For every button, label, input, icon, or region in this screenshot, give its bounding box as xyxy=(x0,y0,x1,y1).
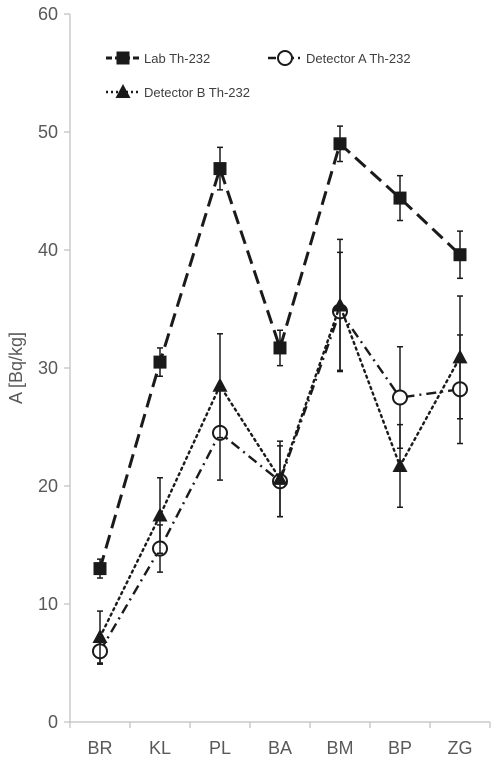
x-tick-label: BM xyxy=(327,738,354,758)
data-point xyxy=(212,377,228,392)
data-point xyxy=(332,297,348,312)
y-tick-label: 40 xyxy=(38,240,58,260)
legend-marker xyxy=(277,50,293,66)
legend-marker xyxy=(115,84,131,98)
data-point xyxy=(272,470,288,485)
y-tick-label: 0 xyxy=(48,712,58,732)
series-layer xyxy=(92,125,468,665)
data-point xyxy=(152,507,168,522)
x-tick-label: BP xyxy=(388,738,412,758)
x-tick-label: BA xyxy=(268,738,292,758)
legend-item-3: Detector B Th-232 xyxy=(106,84,250,100)
y-axis-title: A [Bq/kg] xyxy=(6,332,26,404)
x-tick-label: KL xyxy=(149,738,171,758)
data-point xyxy=(153,355,167,369)
legend: Lab Th-232 Detector A Th-232 Detector B Th… xyxy=(106,50,411,100)
y-tick-label: 60 xyxy=(38,4,58,24)
x-tick-label: ZG xyxy=(448,738,473,758)
data-point xyxy=(392,457,408,472)
data-point xyxy=(392,389,408,406)
series-1 xyxy=(93,125,467,579)
legend-marker xyxy=(116,51,130,65)
series-3 xyxy=(92,238,468,664)
legend-label: Lab Th-232 xyxy=(144,51,210,66)
y-tick-label: 10 xyxy=(38,594,58,614)
legend-item-2: Detector A Th-232 xyxy=(268,50,411,66)
y-tick-label: 20 xyxy=(38,476,58,496)
data-point xyxy=(393,191,407,205)
x-tick-label: PL xyxy=(209,738,231,758)
y-tick-label: 50 xyxy=(38,122,58,142)
data-point xyxy=(93,562,107,576)
legend-label: Detector B Th-232 xyxy=(144,85,250,100)
data-point xyxy=(273,341,287,355)
x-tick-label: BR xyxy=(87,738,112,758)
axes: 0 10 20 30 40 50 60 BR KL PL BA BM BP ZG xyxy=(38,4,491,758)
data-point xyxy=(213,162,227,176)
data-point xyxy=(92,629,108,644)
legend-item-1: Lab Th-232 xyxy=(106,51,210,66)
y-tick-label: 30 xyxy=(38,358,58,378)
data-point xyxy=(333,137,347,151)
data-point xyxy=(452,349,468,364)
data-point xyxy=(453,248,467,262)
legend-label: Detector A Th-232 xyxy=(306,51,411,66)
